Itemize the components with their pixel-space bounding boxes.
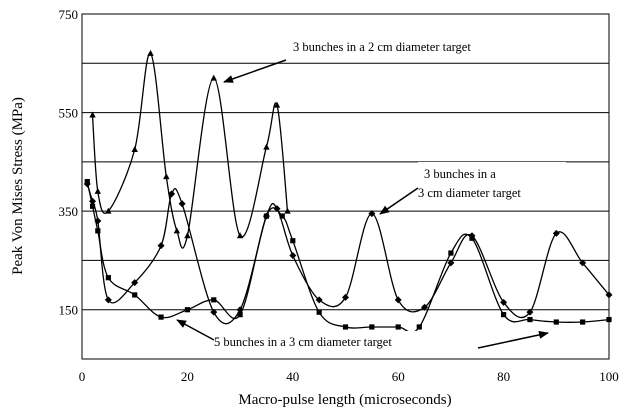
data-point-diamond <box>168 190 176 198</box>
y-tick-label: 550 <box>59 106 79 121</box>
data-point-square <box>469 235 475 241</box>
annotation-arrow-3cm <box>379 187 419 215</box>
data-point-square <box>84 178 90 185</box>
annotation-3-bunches-3cm-line1: 3 bunches in a <box>424 167 496 181</box>
x-tick-label: 40 <box>286 369 299 384</box>
data-point-square <box>369 324 375 330</box>
data-point-diamond <box>289 252 297 259</box>
series-three_bunches_3cm <box>83 180 613 325</box>
data-point-square <box>316 309 322 315</box>
data-point-diamond <box>157 242 165 250</box>
data-point-square <box>105 275 111 281</box>
data-point-square <box>342 324 349 330</box>
data-point-diamond <box>273 205 281 213</box>
data-point-square <box>395 324 401 330</box>
data-point-triangle <box>263 143 270 150</box>
data-point-square <box>279 213 285 219</box>
data-point-diamond <box>394 296 402 304</box>
data-point-triangle <box>105 207 112 214</box>
data-point-diamond <box>421 303 429 311</box>
annotation-box-3cm <box>418 162 566 204</box>
data-point-diamond <box>368 210 376 218</box>
data-point-diamond <box>579 259 587 267</box>
axis-ticks: 0 20 40 60 80 100 150 350 550 750 <box>59 7 619 384</box>
x-tick-label: 20 <box>181 369 194 384</box>
data-point-diamond <box>342 293 349 301</box>
annotation-box-2cm <box>288 35 578 57</box>
y-axis-label: Peak Von Mises Stress (MPa) <box>10 97 26 275</box>
data-point-diamond <box>178 200 186 208</box>
data-point-square <box>527 316 533 323</box>
data-point-diamond <box>315 296 323 304</box>
data-point-diamond <box>131 279 139 287</box>
data-point-triangle <box>89 111 96 118</box>
annotation-3-bunches-3cm-line2: 3 cm diameter target <box>418 186 521 200</box>
data-point-square <box>416 324 422 330</box>
annotation-arrow-5-bunches-left <box>176 319 215 341</box>
data-point-diamond <box>526 308 534 316</box>
data-point-triangle <box>131 146 138 153</box>
x-tick-label: 80 <box>497 369 510 384</box>
data-point-square <box>263 213 270 219</box>
data-point-square <box>580 319 586 325</box>
x-tick-label: 60 <box>392 369 405 384</box>
series-layer <box>83 49 613 334</box>
data-point-triangle <box>163 173 170 180</box>
x-tick-label: 0 <box>79 369 86 384</box>
data-point-square <box>132 292 138 298</box>
data-point-square <box>89 203 96 209</box>
data-point-square <box>501 312 507 318</box>
data-point-triangle <box>236 232 244 239</box>
data-point-triangle <box>173 227 181 234</box>
y-tick-label: 350 <box>59 204 79 219</box>
annotation-3-bunches-2cm: 3 bunches in a 2 cm diameter target <box>293 40 471 54</box>
series-five_bunches_3cm <box>84 178 612 334</box>
data-point-triangle <box>210 74 217 81</box>
data-point-square <box>158 314 164 320</box>
data-point-diamond <box>552 229 560 237</box>
data-point-square <box>184 307 190 313</box>
data-point-square <box>211 297 217 303</box>
series-three_bunches_2cm <box>89 49 291 249</box>
data-point-diamond <box>500 298 508 306</box>
data-point-diamond <box>104 296 112 304</box>
annotation-box-5-bunches <box>208 331 464 353</box>
data-point-triangle <box>284 207 291 214</box>
data-point-square <box>448 250 454 256</box>
data-point-triangle <box>184 232 191 239</box>
annotation-arrow-2cm <box>223 59 287 83</box>
annotation-5-bunches-3cm: 5 bunches in a 3 cm diameter target <box>214 335 392 349</box>
y-tick-label: 150 <box>59 303 79 318</box>
data-point-diamond <box>605 291 613 299</box>
data-point-square <box>290 238 296 244</box>
data-point-triangle <box>147 49 154 56</box>
data-point-square <box>237 312 243 318</box>
data-point-square <box>553 319 559 325</box>
data-point-square <box>95 228 101 234</box>
gridlines <box>82 62 609 311</box>
data-point-square <box>606 316 612 323</box>
x-axis-label: Macro-pulse length (microseconds) <box>238 392 451 408</box>
data-point-triangle <box>94 187 102 194</box>
data-point-diamond <box>447 259 455 267</box>
annotation-arrow-5-bunches-right <box>477 330 549 349</box>
data-point-diamond <box>210 308 218 316</box>
data-point-triangle <box>273 101 281 108</box>
y-tick-label: 750 <box>59 7 79 22</box>
x-tick-label: 100 <box>599 369 619 384</box>
